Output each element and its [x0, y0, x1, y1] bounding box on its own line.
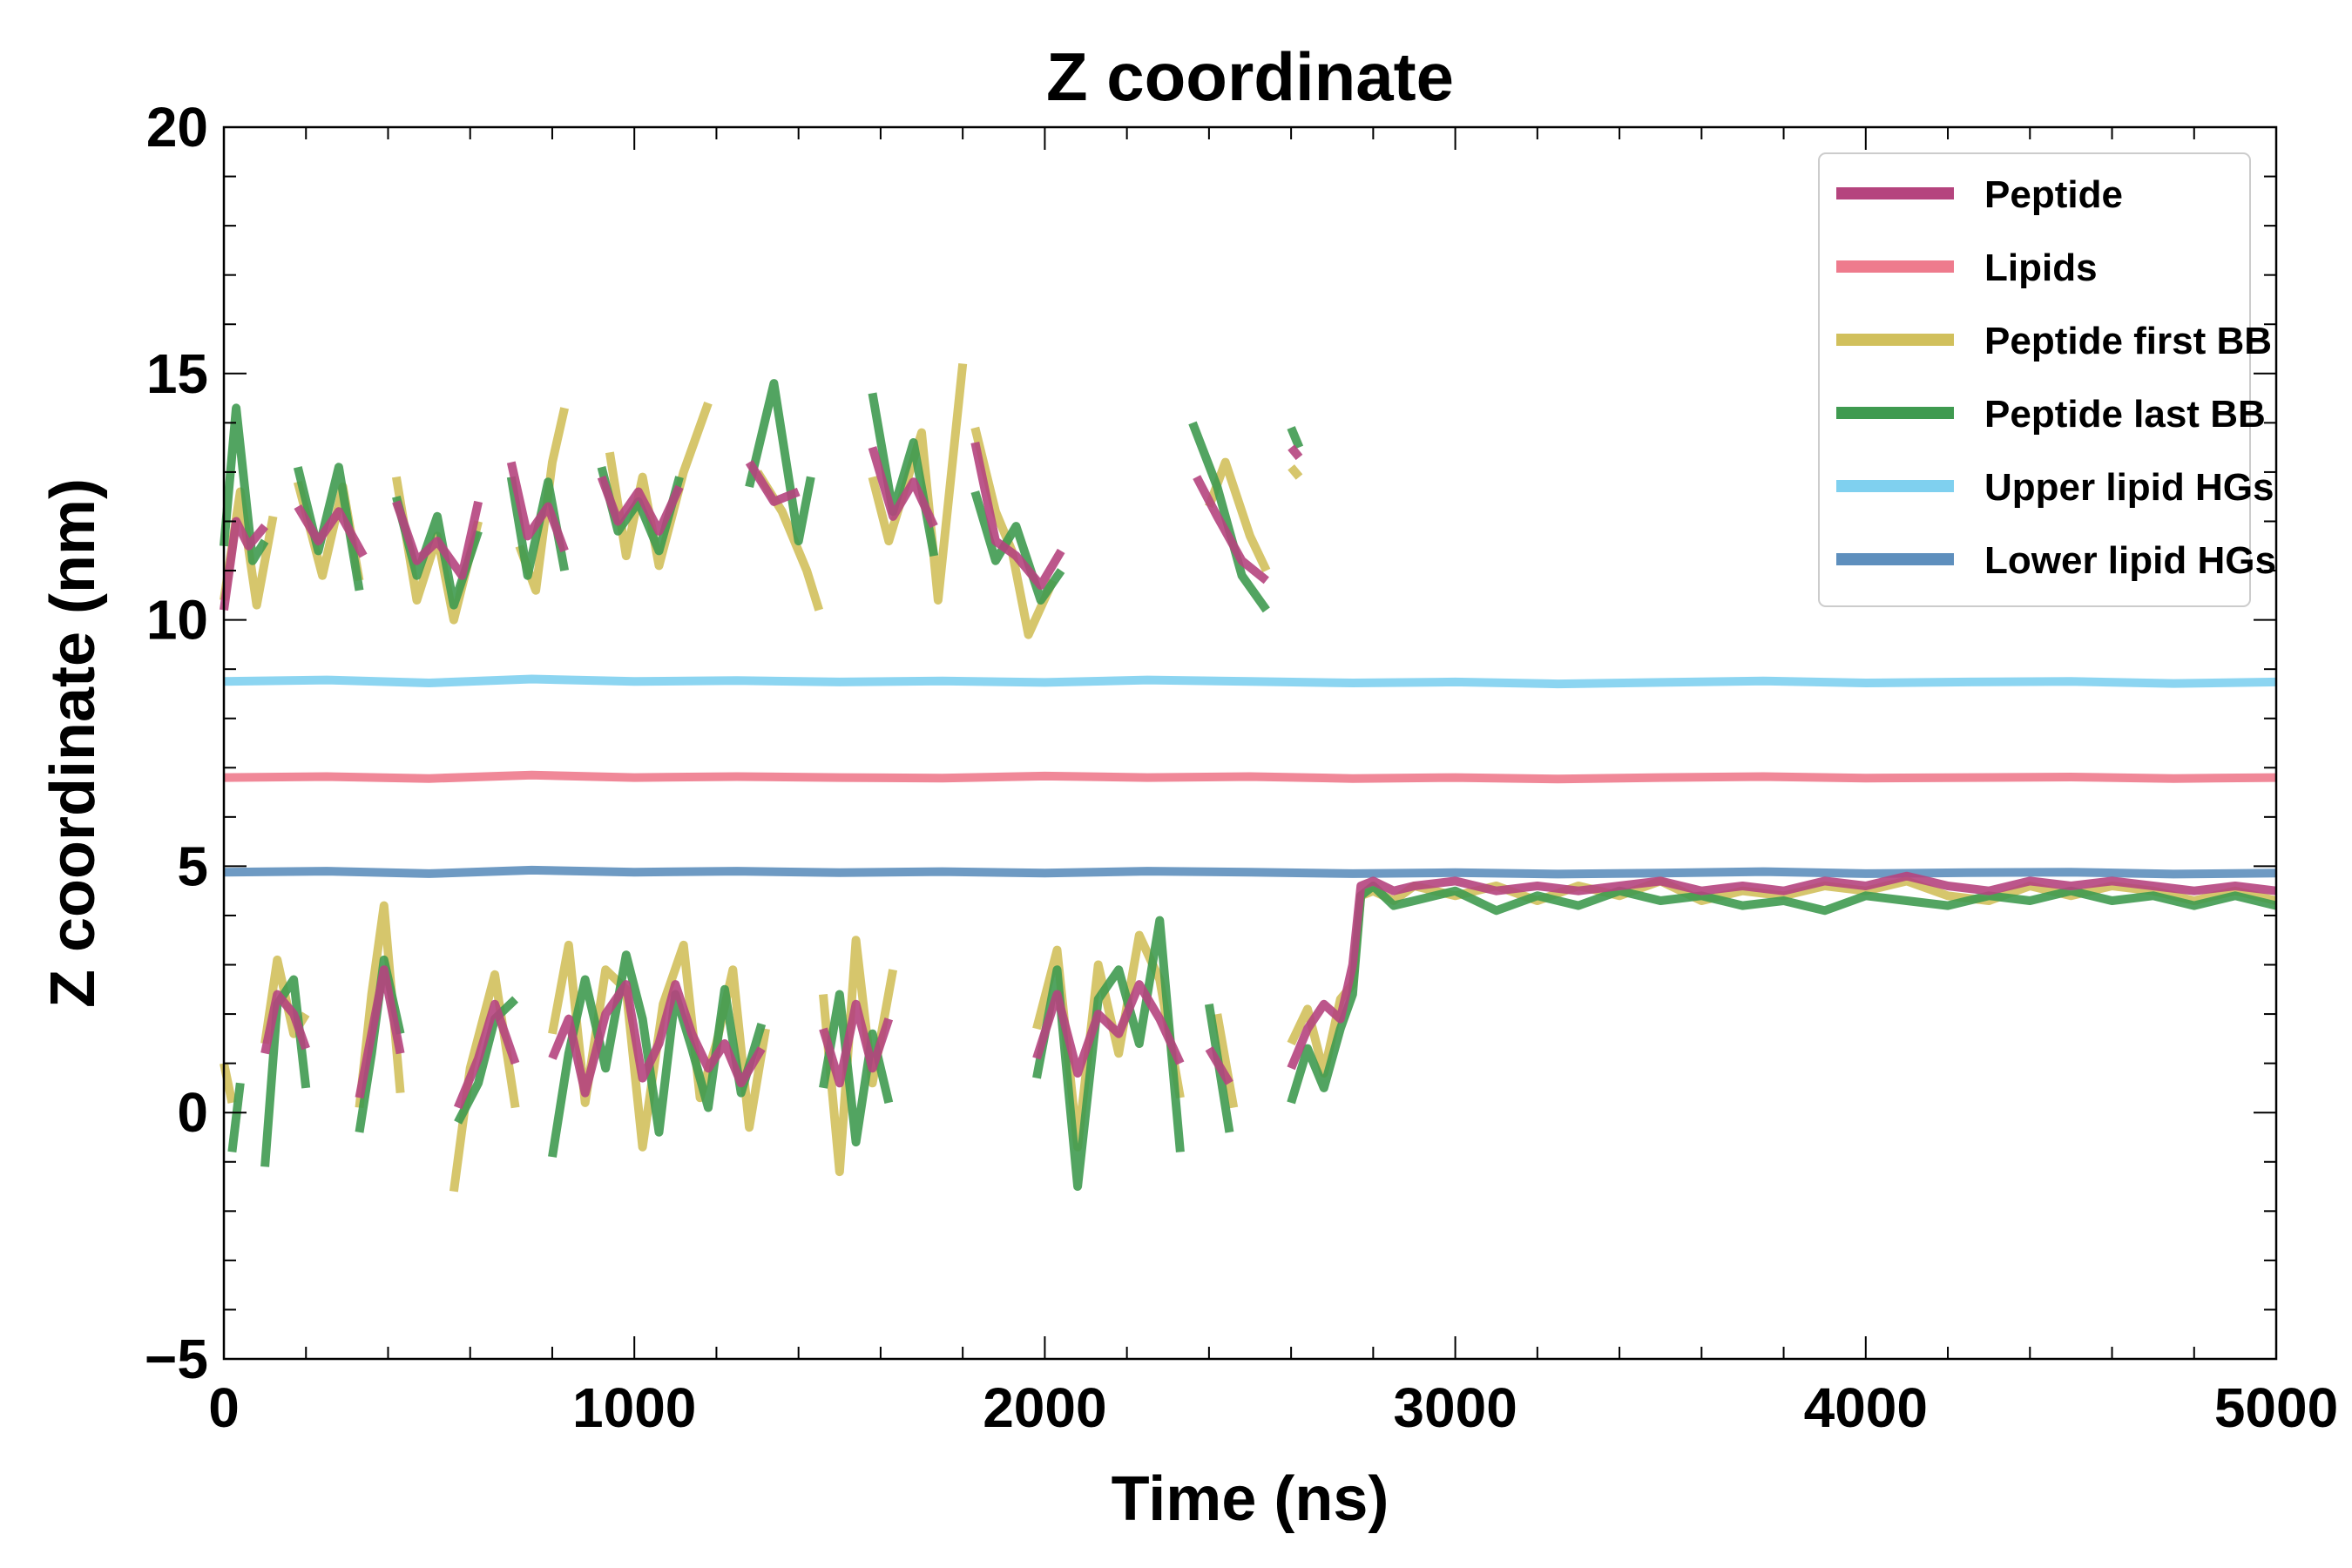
legend-label: Upper lipid HGs — [1984, 466, 2274, 509]
y-tick-label: 15 — [146, 342, 208, 405]
plot-area — [220, 125, 2278, 1361]
y-tick-label: 10 — [146, 589, 208, 652]
series-lower-lipid-hgs — [223, 865, 2277, 879]
x-tick-label: 1000 — [572, 1376, 696, 1439]
series-segment — [355, 965, 405, 1099]
series-peptide — [220, 441, 2277, 1110]
legend: Peptide Lipids Peptide first BB Peptide las… — [1818, 152, 2276, 607]
legend-label: Peptide first BB — [1984, 320, 2272, 362]
series-segment — [453, 999, 520, 1110]
y-tick-label: −5 — [145, 1328, 208, 1390]
series-segment — [597, 475, 684, 536]
y-axis: −5 0 5 10 15 20 — [145, 96, 2276, 1390]
series-segment — [548, 950, 767, 1158]
x-tick-label: 0 — [208, 1376, 240, 1439]
series-segment — [220, 1062, 237, 1104]
series-segment — [1288, 444, 1303, 461]
series-segment — [220, 517, 268, 611]
series-segment — [868, 362, 968, 605]
series-upper-lipid-hgs — [223, 674, 2277, 689]
series-segment — [454, 996, 519, 1125]
series-segment — [548, 980, 766, 1098]
series-segment — [223, 770, 2277, 784]
legend-label: Lipids — [1984, 247, 2098, 289]
series-segment — [223, 674, 2277, 689]
x-axis-label: Time (ns) — [1112, 1464, 1389, 1534]
series-segment — [1032, 980, 1185, 1078]
x-axis: 0 1000 2000 3000 4000 5000 — [208, 127, 2338, 1439]
series-segment — [506, 461, 569, 553]
series-segment — [1288, 464, 1303, 480]
series-segment — [868, 446, 938, 529]
series-segment — [970, 490, 1065, 605]
series-segment — [223, 865, 2277, 879]
legend-label: Peptide — [1984, 173, 2123, 216]
series-segment — [548, 940, 770, 1152]
y-tick-label: 20 — [146, 96, 208, 159]
series-segment — [1287, 876, 2278, 1078]
plot-frame — [222, 125, 2278, 1361]
legend-box — [1818, 152, 2251, 607]
series-segment — [392, 500, 483, 580]
series-segment — [1287, 871, 2277, 1071]
legend-label: Peptide last BB — [1984, 393, 2266, 436]
series-segment — [227, 1082, 245, 1152]
series-segment — [1287, 426, 1304, 449]
series-segment — [819, 999, 894, 1088]
series-segment — [294, 504, 368, 558]
series-lipids — [223, 770, 2277, 784]
y-tick-label: 5 — [177, 835, 208, 897]
series-segment — [1287, 882, 2278, 1105]
series-layer — [220, 362, 2278, 1193]
legend-items: Peptide Lipids Peptide first BB Peptide las… — [1836, 173, 2276, 582]
series-segment — [1188, 421, 1270, 613]
series-segment — [1205, 1046, 1233, 1085]
series-segment — [1213, 1013, 1239, 1109]
chart-title: Z coordinate — [1046, 38, 1454, 115]
x-tick-label: 2000 — [983, 1376, 1106, 1439]
y-axis-label: Z coordinate (nm) — [38, 478, 108, 1008]
series-segment — [220, 403, 269, 565]
series-segment — [1193, 475, 1269, 585]
x-tick-label: 5000 — [2214, 1376, 2338, 1439]
x-tick-label: 3000 — [1393, 1376, 1517, 1439]
y-tick-label: 0 — [177, 1081, 208, 1144]
series-segment — [745, 379, 815, 546]
series-segment — [260, 990, 310, 1055]
legend-label: Lower lipid HGs — [1984, 539, 2276, 582]
series-segment — [970, 441, 1065, 590]
series-segment — [745, 459, 801, 506]
x-tick-label: 4000 — [1804, 1376, 1928, 1439]
